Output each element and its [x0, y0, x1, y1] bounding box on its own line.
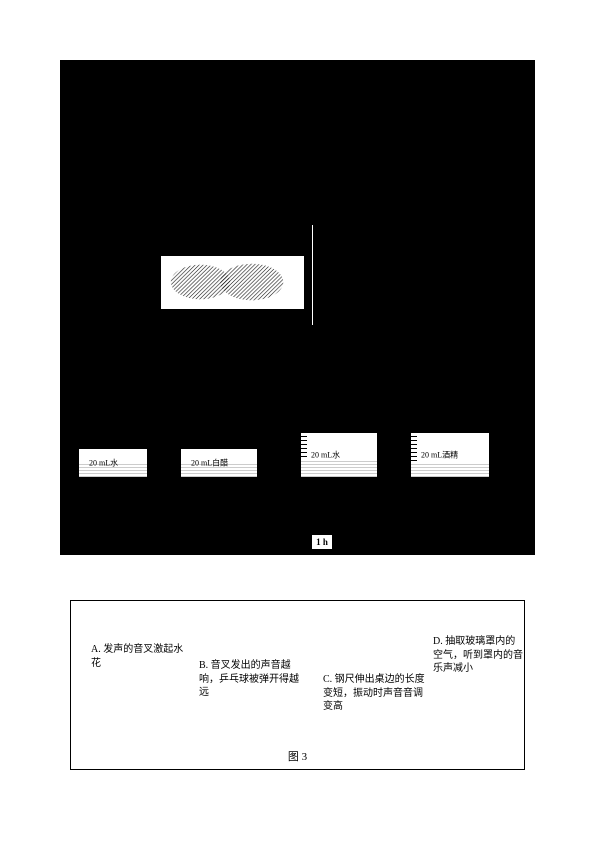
- hour-mark: 1 h: [312, 535, 332, 549]
- option-b: B. 音叉发出的声音越响，乒乓球被弹开得越远: [199, 659, 304, 700]
- hatched-object: [160, 255, 305, 310]
- beaker-b-label: 20 mL白醋: [191, 458, 228, 469]
- beaker-a-label: 20 mL水: [89, 458, 118, 469]
- page: 20 mL水 20 mL白醋 20 mL水 20 mL酒精 1 h A. 发声的…: [0, 0, 595, 842]
- option-a: A. 发声的音叉激起水花: [91, 643, 186, 670]
- beaker-a: 20 mL水: [78, 448, 148, 478]
- beaker-d-liquid: [411, 464, 489, 477]
- beaker-c-liquid: [301, 459, 377, 477]
- option-d: D. 抽取玻璃罩内的空气，听到罩内的音乐声减小: [433, 635, 525, 676]
- beaker-d: 20 mL酒精: [410, 432, 490, 478]
- beaker-b: 20 mL白醋: [180, 448, 258, 478]
- hatched-svg: [161, 256, 304, 309]
- option-c: C. 钢尺伸出桌边的长度变短，振动时声音音调变高: [323, 673, 428, 714]
- beaker-c: 20 mL水: [300, 432, 378, 478]
- figure-3-label: 图 3: [71, 748, 524, 764]
- vertical-separator: [312, 225, 313, 325]
- lower-panel: A. 发声的音叉激起水花 B. 音叉发出的声音越响，乒乓球被弹开得越远 C. 钢…: [70, 600, 525, 770]
- beaker-d-label: 20 mL酒精: [421, 450, 458, 461]
- beaker-c-label: 20 mL水: [311, 450, 340, 461]
- dark-region: 20 mL水 20 mL白醋 20 mL水 20 mL酒精 1 h: [60, 60, 535, 555]
- beaker-row: 20 mL水 20 mL白醋 20 mL水 20 mL酒精: [60, 430, 535, 490]
